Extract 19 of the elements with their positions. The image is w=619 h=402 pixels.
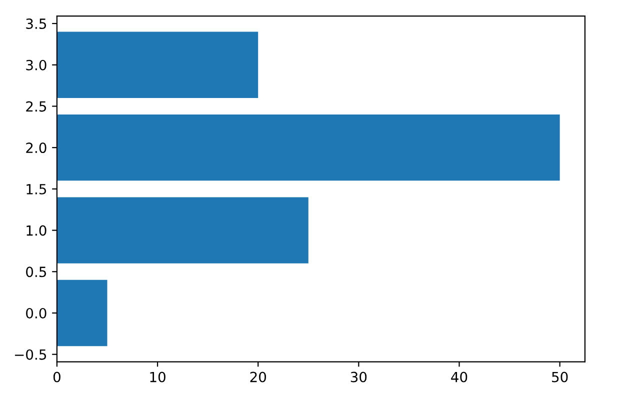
- x-tick-label: 50: [552, 372, 568, 382]
- y-tick-label: 1.5: [26, 184, 46, 194]
- bar: [56, 32, 258, 98]
- x-tick-label: 0: [53, 372, 60, 382]
- y-tick-label: −0.5: [14, 349, 46, 360]
- bar: [56, 280, 108, 346]
- y-tick-label: 1.0: [26, 225, 46, 236]
- x-tick-label: 30: [350, 372, 367, 382]
- y-tick-label: 3.0: [26, 60, 46, 70]
- y-tick-label: 3.5: [26, 18, 46, 29]
- x-tick-label: 40: [451, 372, 468, 382]
- bar: [56, 197, 308, 264]
- y-tick-label: 0.0: [26, 308, 46, 318]
- y-tick-label: 2.0: [26, 142, 46, 154]
- y-tick-label: 0.5: [26, 266, 46, 278]
- y-tick-label: 2.5: [26, 101, 46, 112]
- x-tick-label: 20: [250, 372, 266, 382]
- bar: [56, 114, 560, 181]
- x-tick-label: 10: [150, 372, 166, 382]
